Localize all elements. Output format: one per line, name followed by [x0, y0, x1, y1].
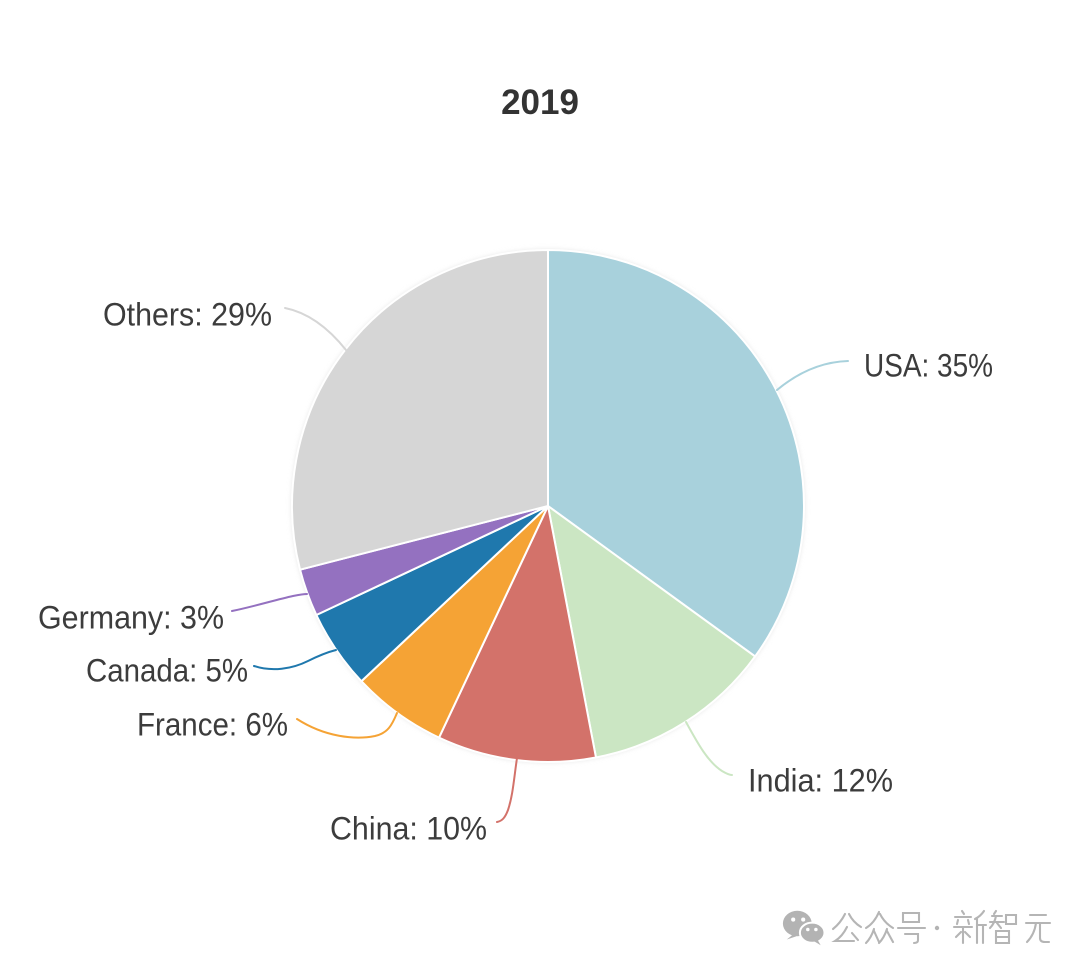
svg-text:Canada: 5%: Canada: 5%	[86, 652, 248, 688]
svg-text:India: 12%: India: 12%	[748, 762, 893, 798]
svg-text:China: 10%: China: 10%	[330, 810, 487, 846]
svg-text:Others: 29%: Others: 29%	[103, 296, 272, 332]
svg-text:USA: 35%: USA: 35%	[864, 347, 993, 383]
svg-text:Germany: 3%: Germany: 3%	[38, 599, 224, 635]
svg-text:2019: 2019	[501, 83, 579, 122]
svg-text:France: 6%: France: 6%	[137, 706, 288, 742]
